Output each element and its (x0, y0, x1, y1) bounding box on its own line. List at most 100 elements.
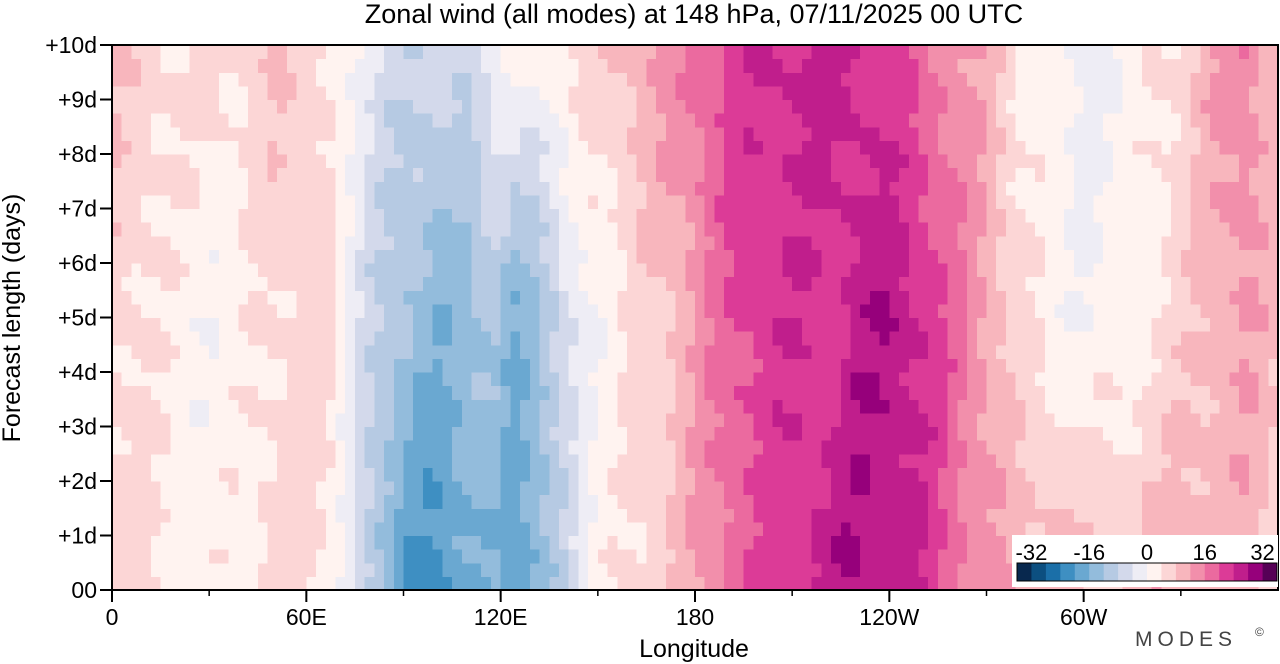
heatmap-cell (374, 535, 385, 550)
heatmap-cell (685, 303, 696, 319)
heatmap-cell (286, 72, 298, 87)
heatmap-cell (1239, 276, 1250, 291)
heatmap-cell (1122, 45, 1133, 60)
heatmap-cell (354, 263, 366, 278)
heatmap-cell (607, 263, 618, 278)
heatmap-cell (461, 194, 473, 210)
heatmap-cell (1064, 481, 1075, 496)
heatmap-cell (967, 385, 978, 400)
heatmap-cell (286, 440, 298, 455)
heatmap-cell (1015, 140, 1026, 155)
heatmap-cell (821, 494, 832, 509)
heatmap-cell (558, 263, 570, 278)
heatmap-cell (918, 194, 929, 210)
heatmap-cell (656, 358, 667, 373)
heatmap-cell (325, 303, 337, 319)
heatmap-cell (490, 508, 502, 523)
heatmap-cell (520, 181, 531, 196)
heatmap-cell (1190, 453, 1201, 468)
heatmap-cell (413, 303, 424, 319)
heatmap-cell (588, 290, 599, 305)
heatmap-cell (1248, 263, 1260, 278)
heatmap-cell (248, 194, 259, 210)
heatmap-cell (141, 481, 152, 496)
heatmap-cell (588, 358, 599, 373)
x-tick-label: 0 (106, 604, 119, 630)
heatmap-cell (490, 385, 502, 400)
heatmap-cell (714, 494, 725, 509)
heatmap-cell (1005, 113, 1017, 128)
heatmap-cell (733, 194, 745, 210)
heatmap-cell (908, 521, 920, 537)
heatmap-cell (957, 208, 968, 223)
heatmap-cell (1190, 303, 1201, 319)
heatmap-cell (1229, 85, 1240, 101)
heatmap-cell (160, 113, 171, 128)
heatmap-cell (1190, 99, 1201, 114)
heatmap-cell (393, 194, 405, 210)
heatmap-cell (801, 126, 813, 141)
heatmap-cell (218, 549, 230, 564)
heatmap-cell (908, 481, 920, 496)
heatmap-cell (821, 576, 832, 591)
colorbar-swatch (1045, 563, 1061, 581)
heatmap-cell (442, 344, 453, 359)
heatmap-cell (753, 562, 764, 577)
heatmap-cell (1180, 113, 1192, 128)
heatmap-cell (636, 99, 648, 114)
heatmap-cell (1219, 426, 1231, 441)
heatmap-cell (1035, 372, 1046, 387)
heatmap-cell (490, 521, 502, 537)
heatmap-cell (180, 453, 191, 468)
heatmap-cell (549, 535, 560, 550)
heatmap-cell (1005, 140, 1017, 155)
heatmap-cell (1132, 385, 1143, 400)
heatmap-cell (325, 399, 337, 414)
heatmap-cell (1209, 181, 1221, 196)
heatmap-cell (267, 290, 278, 305)
heatmap-cell (1161, 440, 1172, 455)
heatmap-cell (656, 140, 667, 155)
heatmap-cell (996, 235, 1007, 250)
heatmap-cell (850, 290, 861, 305)
heatmap-cell (1229, 303, 1240, 319)
heatmap-cell (1083, 194, 1094, 210)
heatmap-cell (180, 85, 191, 101)
heatmap-cell (1171, 331, 1182, 346)
heatmap-cell (996, 303, 1007, 319)
heatmap-cell (180, 194, 191, 210)
heatmap-cell (743, 549, 754, 564)
heatmap-cell (1190, 194, 1201, 210)
heatmap-cell (520, 222, 531, 237)
heatmap-cell (558, 549, 570, 564)
heatmap-cell (286, 481, 298, 496)
heatmap-cell (947, 453, 958, 468)
heatmap-cell (743, 535, 754, 550)
heatmap-cell (170, 181, 181, 196)
heatmap-cell (626, 562, 638, 577)
heatmap-cell (238, 331, 249, 346)
heatmap-cell (1025, 508, 1036, 523)
heatmap-cell (937, 85, 949, 101)
heatmap-cell (1005, 562, 1017, 577)
heatmap-cell (442, 263, 453, 278)
heatmap-cell (189, 45, 201, 60)
heatmap-cell (422, 140, 434, 155)
heatmap-cell (384, 344, 395, 359)
heatmap-cell (801, 562, 813, 577)
heatmap-cell (529, 154, 541, 169)
heatmap-cell (403, 181, 414, 196)
heatmap-cell (840, 72, 852, 87)
heatmap-cell (1025, 385, 1036, 400)
heatmap-cell (1122, 85, 1133, 101)
heatmap-cell (636, 358, 648, 373)
heatmap-cell (490, 167, 502, 182)
heatmap-cell (1083, 399, 1094, 414)
heatmap-cell (1190, 208, 1201, 223)
heatmap-cell (121, 126, 133, 141)
heatmap-cell (1005, 99, 1017, 114)
heatmap-cell (724, 467, 735, 482)
heatmap-cell (889, 140, 900, 155)
heatmap-cell (675, 576, 686, 591)
heatmap-cell (1083, 453, 1094, 468)
